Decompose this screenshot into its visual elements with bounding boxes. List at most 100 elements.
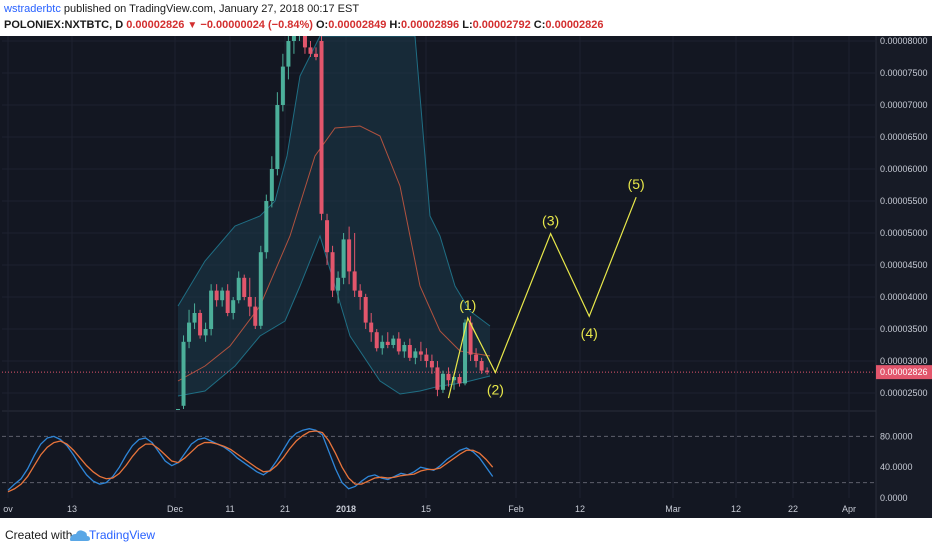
candle-body xyxy=(485,370,490,372)
y-tick-label: 0.00004500 xyxy=(880,260,928,270)
candle-body xyxy=(225,290,230,313)
current-price-tag xyxy=(876,365,932,380)
candle-body xyxy=(479,361,484,371)
price-change: −0.00000024 (−0.84%) xyxy=(200,19,313,31)
wave-label-1: (1) xyxy=(459,297,476,313)
candle-body xyxy=(242,277,247,297)
high-label: H: xyxy=(389,19,402,31)
x-tick-label: 22 xyxy=(788,504,798,514)
candle-body xyxy=(418,351,423,355)
stoch-tick-label: 40.0000 xyxy=(880,462,913,472)
x-tick-label: Dec xyxy=(167,504,184,514)
candle-body xyxy=(446,373,451,381)
candle-body xyxy=(192,313,197,323)
y-tick-label: 0.00002500 xyxy=(880,388,928,398)
candle-body xyxy=(269,169,274,201)
x-tick-label: 12 xyxy=(731,504,741,514)
x-tick-label: 12 xyxy=(575,504,585,514)
wave-label-3: (3) xyxy=(542,213,559,229)
candle-body xyxy=(291,34,296,41)
publish-info: published on TradingView.com, January 27… xyxy=(60,3,360,15)
candle-body xyxy=(363,297,368,323)
price-axis-panel xyxy=(876,36,932,518)
chart-background xyxy=(0,36,932,518)
ohlc-line: POLONIEX:NXTBTC, D 0.00002826 ▼ −0.00000… xyxy=(4,19,604,31)
candle-body xyxy=(275,105,280,169)
symbol-label[interactable]: POLONIEX:NXTBTC, D xyxy=(4,19,124,31)
candle-body xyxy=(253,306,258,326)
chart-area[interactable]: 0.00002500 0.00003000 0.00003500 0.00004000… xyxy=(0,34,932,518)
candle-body xyxy=(314,53,318,57)
created-with-label: Created with xyxy=(5,528,73,542)
candle-body xyxy=(424,354,429,361)
stoch-tick-label: 0.0000 xyxy=(880,493,908,503)
candle-body xyxy=(325,220,330,253)
candle-body xyxy=(187,322,192,342)
low-label: L: xyxy=(462,19,473,31)
x-tick-label: 21 xyxy=(280,504,290,514)
chart-canvas[interactable]: 0.00002500 0.00003000 0.00003500 0.00004000… xyxy=(0,34,932,518)
candle-body xyxy=(308,47,313,54)
candle-body xyxy=(463,322,468,384)
candle-body xyxy=(457,377,462,384)
publish-line: wstraderbtc published on TradingView.com… xyxy=(4,3,359,15)
y-tick-label: 0.00003500 xyxy=(880,324,928,334)
candle-body xyxy=(236,277,241,301)
candle-body xyxy=(413,351,418,358)
candle-body xyxy=(429,361,434,368)
bollinger-lower-line xyxy=(177,234,491,397)
candle-body xyxy=(440,373,445,390)
candle-body xyxy=(302,34,307,48)
stoch-k-line xyxy=(7,428,494,491)
last-price: 0.00002826 xyxy=(126,19,185,31)
wave-label-2: (2) xyxy=(487,382,504,398)
y-tick-label: 0.00006000 xyxy=(880,164,928,174)
candle-body xyxy=(407,345,412,358)
candle-body xyxy=(176,409,180,410)
stoch-d-line xyxy=(7,430,494,493)
x-tick-label: Mar xyxy=(665,504,681,514)
candle-body xyxy=(286,41,291,67)
x-tick-label: 11 xyxy=(225,504,234,514)
wave-subleg xyxy=(467,317,479,339)
candle-body xyxy=(336,277,341,291)
open-value: 0.00002849 xyxy=(328,19,387,31)
y-tick-label: 0.00006500 xyxy=(880,132,928,142)
x-tick-label: 2018 xyxy=(336,504,356,514)
bollinger-upper-line xyxy=(177,35,491,327)
candle-body xyxy=(435,367,440,390)
bollinger-mid-line xyxy=(177,125,491,382)
candle-body xyxy=(391,338,396,345)
author-link[interactable]: wstraderbtc xyxy=(4,3,61,15)
y-tick-label: 0.00004000 xyxy=(880,292,928,302)
candle-body xyxy=(231,300,236,313)
candle-body xyxy=(198,313,203,336)
candle-body xyxy=(280,66,285,105)
candle-body xyxy=(330,252,335,291)
footer: Created with TradingView xyxy=(0,518,932,550)
candle-body xyxy=(396,338,401,352)
high-value: 0.00002896 xyxy=(401,19,460,31)
close-label: C: xyxy=(533,19,546,31)
x-tick-label: Apr xyxy=(842,504,856,514)
candle-body xyxy=(214,290,219,301)
tradingview-brand[interactable]: TradingView xyxy=(89,528,156,542)
candle-body xyxy=(402,345,407,352)
candle-body xyxy=(347,239,352,272)
candle-body xyxy=(369,322,374,333)
wave-label-5: (5) xyxy=(628,176,645,192)
x-tick-label: 15 xyxy=(421,504,431,514)
chart-header: wstraderbtc published on TradingView.com… xyxy=(0,0,932,36)
candle-body xyxy=(468,322,473,355)
open-label: O: xyxy=(316,19,329,31)
elliott-wave-line xyxy=(447,196,637,399)
y-tick-label: 0.00003000 xyxy=(880,356,928,366)
candle-body xyxy=(352,271,357,291)
candle-body xyxy=(209,290,214,329)
candle-body xyxy=(452,377,456,381)
bollinger-band-fill xyxy=(178,36,490,396)
x-tick-label: Feb xyxy=(508,504,524,514)
close-value: 0.00002826 xyxy=(545,19,604,31)
down-arrow-icon: ▼ xyxy=(187,20,198,31)
y-tick-label: 0.00005500 xyxy=(880,196,928,206)
